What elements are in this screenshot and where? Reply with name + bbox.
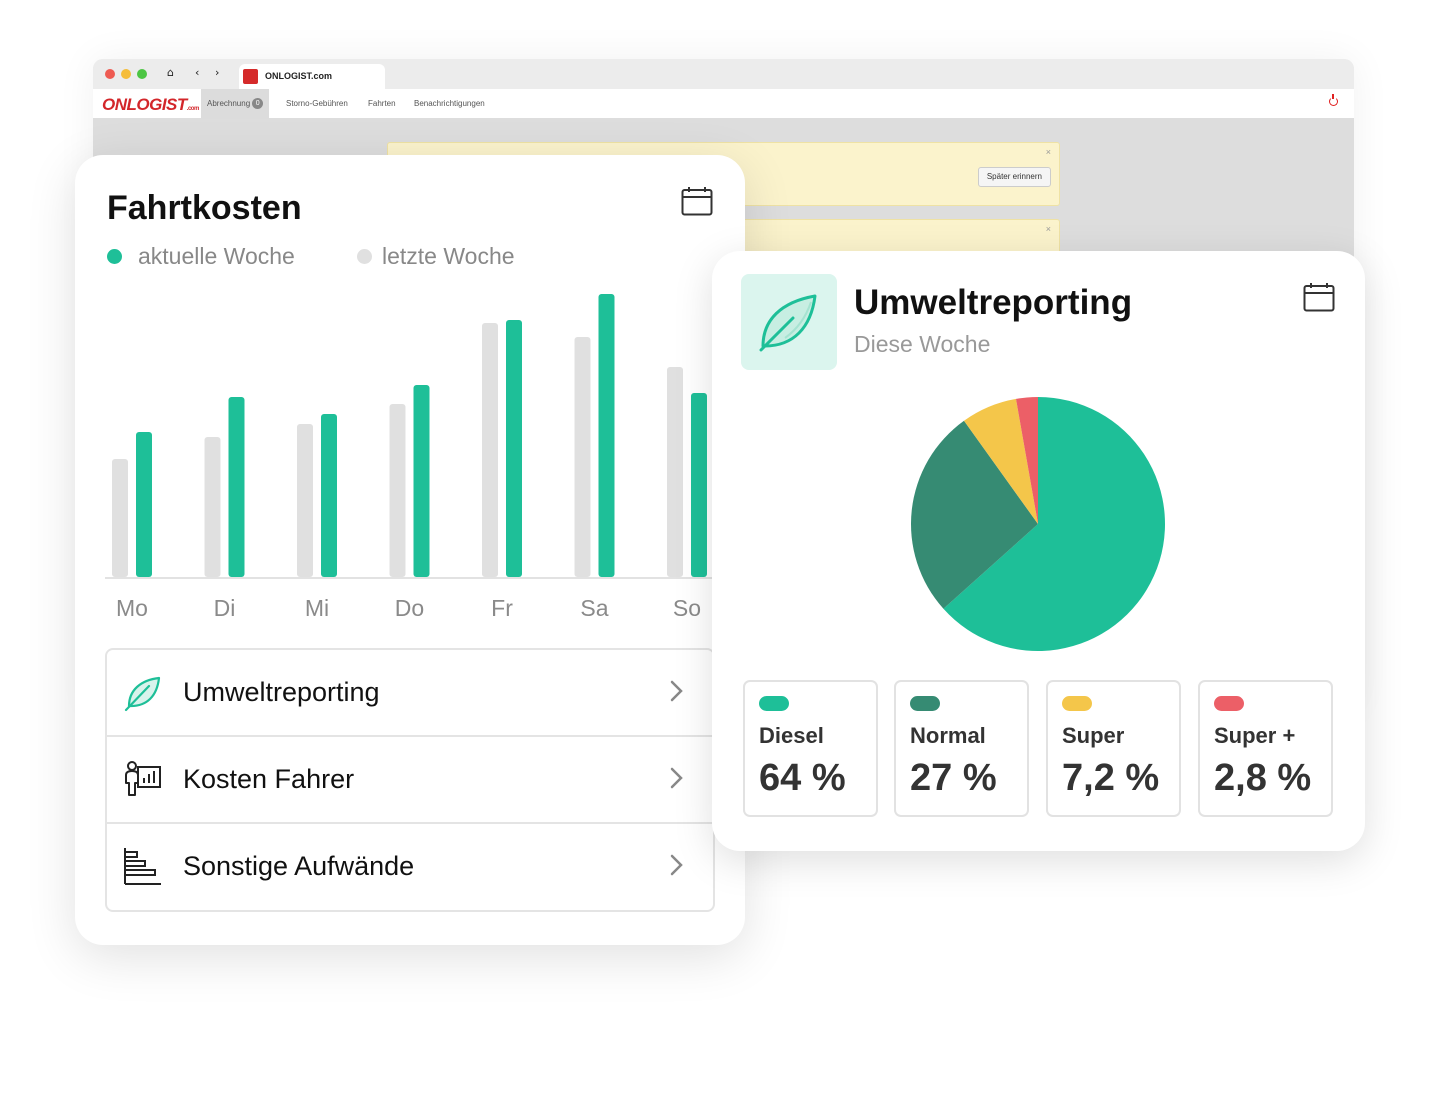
menu-label: Sonstige Aufwände bbox=[183, 851, 415, 881]
maximize-window-button[interactable] bbox=[137, 69, 147, 79]
fuel-value: 7,2 % bbox=[1062, 757, 1160, 799]
umweltreporting-card: Umweltreporting Diese Woche Diesel 64 % … bbox=[712, 251, 1365, 851]
bar-last-week bbox=[112, 459, 128, 577]
x-tick-label: Mo bbox=[116, 595, 148, 621]
leaf-icon bbox=[759, 294, 817, 352]
fuel-card-super-plus: Super + 2,8 % bbox=[1198, 680, 1333, 817]
bar-current-week bbox=[136, 432, 152, 577]
chevron-right-icon bbox=[670, 767, 683, 789]
nav-fahrten[interactable]: Fahrten bbox=[368, 99, 396, 108]
fuel-value: 64 % bbox=[759, 757, 846, 799]
calendar-icon[interactable] bbox=[1303, 282, 1335, 312]
fuel-value: 2,8 % bbox=[1214, 757, 1312, 799]
fuel-color-swatch bbox=[1214, 696, 1244, 711]
legend-label: letzte Woche bbox=[382, 243, 515, 269]
fuel-card-super: Super 7,2 % bbox=[1046, 680, 1181, 817]
pie-slice-super bbox=[1015, 397, 1038, 524]
driver-chart-icon bbox=[125, 761, 161, 796]
fuel-pie-chart bbox=[911, 397, 1165, 651]
umweltreporting-subtitle: Diese Woche bbox=[854, 331, 991, 357]
bar-current-week bbox=[228, 397, 245, 577]
bar-current-week bbox=[506, 320, 522, 577]
bar-last-week bbox=[667, 367, 683, 577]
tab-title: ONLOGIST.com bbox=[265, 71, 333, 81]
menu-item-sonstige-aufwaende[interactable]: Sonstige Aufwände bbox=[107, 824, 713, 910]
onlogist-logo[interactable]: ONLOGIST.com bbox=[102, 95, 199, 115]
bar-last-week bbox=[482, 323, 498, 577]
browser-tab[interactable]: ONLOGIST.com bbox=[239, 64, 385, 89]
nav-benachrichtigungen[interactable]: Benachrichtigungen bbox=[414, 99, 485, 108]
x-tick-label: Fr bbox=[491, 595, 513, 621]
bar-current-week bbox=[413, 385, 430, 577]
nav-badge: 0 bbox=[252, 98, 264, 109]
umweltreporting-title: Umweltreporting bbox=[854, 283, 1133, 322]
legend-dot bbox=[107, 249, 122, 264]
favicon-icon bbox=[243, 69, 258, 84]
bar-last-week bbox=[297, 424, 313, 577]
bar-current-week bbox=[598, 294, 615, 577]
close-icon[interactable]: × bbox=[1045, 224, 1051, 234]
fuel-color-swatch bbox=[910, 696, 940, 711]
menu-item-kosten-fahrer[interactable]: Kosten Fahrer bbox=[107, 737, 713, 824]
fuel-card-diesel: Diesel 64 % bbox=[743, 680, 878, 817]
report-menu: Umweltreporting Kosten Fahrer bbox=[105, 648, 715, 912]
close-window-button[interactable] bbox=[105, 69, 115, 79]
fuel-color-swatch bbox=[1062, 696, 1092, 711]
x-tick-label: Di bbox=[214, 595, 236, 621]
forward-icon[interactable]: › bbox=[215, 66, 220, 79]
bar-current-week bbox=[321, 414, 337, 577]
power-icon[interactable] bbox=[1329, 94, 1338, 106]
fuel-name: Super bbox=[1062, 723, 1125, 748]
x-tick-label: So bbox=[673, 595, 701, 621]
bar-last-week bbox=[389, 404, 406, 577]
remind-later-button[interactable]: Später erinnern bbox=[977, 167, 1051, 187]
leaf-icon bbox=[124, 676, 161, 712]
nav-abrechnung[interactable]: Abrechnung 0 bbox=[201, 89, 270, 119]
legend-label: aktuelle Woche bbox=[138, 243, 295, 269]
fahrtkosten-bar-chart: Mo Di Mi Do Fr Sa So bbox=[105, 294, 715, 621]
fuel-name: Diesel bbox=[759, 723, 824, 748]
legend-last-week: letzte Woche bbox=[357, 243, 515, 270]
bar-last-week bbox=[574, 337, 591, 577]
logo-text: ONLOGIST bbox=[102, 95, 187, 114]
fahrtkosten-card: Fahrtkosten aktuelle Woche letzte Woche … bbox=[75, 155, 745, 945]
browser-chrome: ⌂ ‹ › ONLOGIST.com bbox=[93, 59, 1354, 89]
pie-slice-normal bbox=[911, 420, 1038, 609]
x-tick-label: Do bbox=[395, 595, 424, 621]
x-tick-label: Sa bbox=[580, 595, 608, 621]
menu-label: Umweltreporting bbox=[183, 677, 380, 707]
fahrtkosten-title: Fahrtkosten bbox=[107, 189, 302, 227]
chevron-right-icon bbox=[670, 680, 683, 702]
pie-slice-super bbox=[963, 398, 1038, 524]
chevron-right-icon bbox=[670, 854, 683, 876]
leaf-badge bbox=[741, 274, 837, 370]
fuel-color-swatch bbox=[759, 696, 789, 711]
minimize-window-button[interactable] bbox=[121, 69, 131, 79]
logo-suffix: .com bbox=[186, 106, 200, 112]
bar-last-week bbox=[204, 437, 221, 577]
fuel-value: 27 % bbox=[910, 757, 997, 799]
nav-storno[interactable]: Storno-Gebühren bbox=[286, 99, 348, 108]
legend-dot bbox=[357, 249, 372, 264]
app-navbar: ONLOGIST.com Abrechnung 0 Storno-Gebühren… bbox=[93, 89, 1354, 119]
pie-slice-diesel bbox=[943, 397, 1165, 651]
home-icon[interactable]: ⌂ bbox=[167, 66, 174, 79]
menu-item-umweltreporting[interactable]: Umweltreporting bbox=[107, 650, 713, 737]
bar-list-icon bbox=[124, 848, 161, 885]
x-tick-label: Mi bbox=[305, 595, 329, 621]
fuel-name: Super + bbox=[1214, 723, 1296, 748]
calendar-icon[interactable] bbox=[681, 186, 713, 216]
close-icon[interactable]: × bbox=[1045, 147, 1051, 157]
nav-abrechnung-label: Abrechnung bbox=[207, 99, 251, 108]
fuel-card-normal: Normal 27 % bbox=[894, 680, 1029, 817]
back-icon[interactable]: ‹ bbox=[195, 66, 200, 79]
fuel-name: Normal bbox=[910, 723, 986, 748]
bar-current-week bbox=[691, 393, 707, 577]
menu-label: Kosten Fahrer bbox=[183, 764, 355, 794]
legend-current-week: aktuelle Woche bbox=[107, 243, 295, 270]
